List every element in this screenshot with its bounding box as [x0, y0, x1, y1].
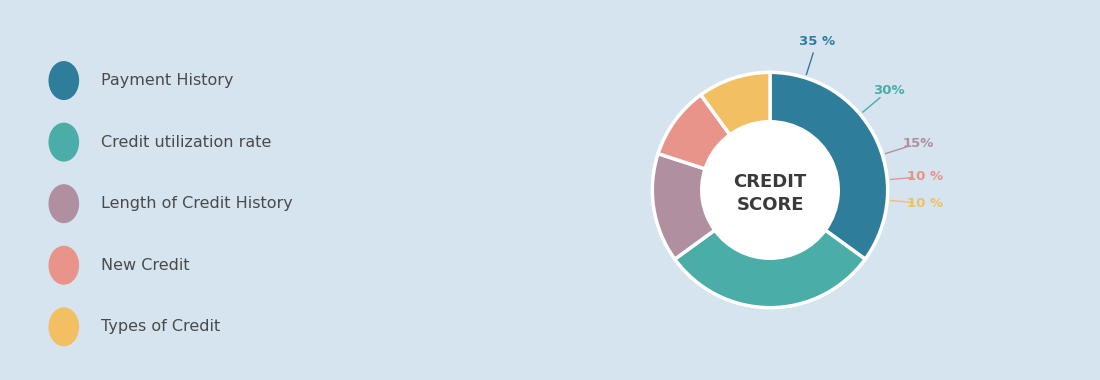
- Text: CREDIT: CREDIT: [734, 173, 806, 191]
- Wedge shape: [674, 230, 866, 308]
- Text: 35 %: 35 %: [799, 35, 835, 48]
- Text: Types of Credit: Types of Credit: [101, 319, 221, 334]
- Ellipse shape: [50, 308, 78, 346]
- Wedge shape: [652, 154, 715, 259]
- Text: 30%: 30%: [873, 84, 905, 97]
- Wedge shape: [658, 95, 730, 169]
- Text: Credit utilization rate: Credit utilization rate: [101, 135, 272, 150]
- Ellipse shape: [50, 185, 78, 223]
- Text: SCORE: SCORE: [736, 196, 804, 214]
- Text: Length of Credit History: Length of Credit History: [101, 196, 294, 211]
- Text: New Credit: New Credit: [101, 258, 190, 273]
- Text: 10 %: 10 %: [906, 170, 943, 183]
- Ellipse shape: [50, 247, 78, 284]
- Ellipse shape: [50, 62, 78, 100]
- Ellipse shape: [50, 123, 78, 161]
- Text: 15%: 15%: [902, 137, 934, 150]
- Wedge shape: [770, 72, 888, 259]
- Wedge shape: [701, 72, 770, 135]
- Circle shape: [702, 122, 838, 258]
- Text: Payment History: Payment History: [101, 73, 234, 88]
- Text: 10 %: 10 %: [906, 197, 943, 210]
